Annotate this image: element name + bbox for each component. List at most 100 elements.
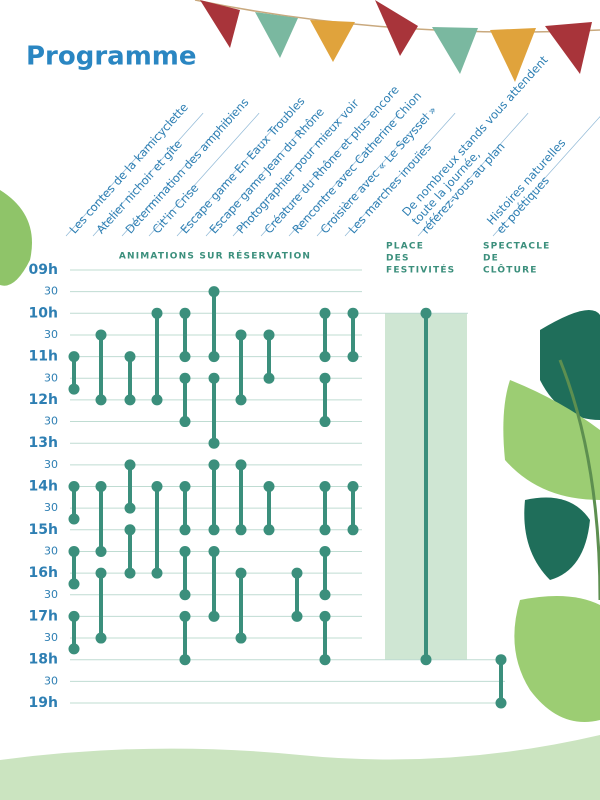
- session-end: [319, 351, 331, 363]
- session-start: [319, 307, 331, 319]
- y-tick-label: 09h: [29, 262, 58, 278]
- session-end: [124, 502, 136, 514]
- label-rule: [121, 112, 233, 237]
- session-end: [208, 524, 220, 536]
- session-start: [68, 481, 80, 492]
- label-rule: [492, 116, 600, 237]
- session-start: [319, 610, 331, 622]
- session-start: [208, 545, 220, 557]
- label-rule: [288, 112, 400, 237]
- label-rule: [176, 112, 288, 237]
- session-start: [179, 545, 191, 557]
- session-end: [179, 654, 191, 666]
- session-end: [151, 394, 163, 406]
- session-start: [347, 307, 359, 319]
- y-tick-label: 30: [44, 415, 58, 428]
- session-end: [263, 372, 275, 384]
- session-end: [68, 643, 80, 655]
- y-tick-label: 30: [44, 544, 58, 557]
- bunting: [194, 0, 600, 82]
- ground: [0, 735, 600, 800]
- session-start: [208, 459, 220, 471]
- session-start: [208, 286, 220, 298]
- session-start: [151, 481, 163, 492]
- session-start: [95, 481, 107, 492]
- session-start: [179, 481, 191, 492]
- session-end: [179, 589, 191, 601]
- session-start: [68, 351, 80, 363]
- label-rule: [65, 112, 177, 237]
- label-rule: [344, 112, 456, 237]
- session-end: [420, 654, 432, 666]
- label-rule: [148, 112, 260, 237]
- session-start: [179, 307, 191, 319]
- label-rule: [316, 112, 428, 237]
- group-header: SPECTACLE: [483, 242, 551, 252]
- session-end: [319, 524, 331, 536]
- session-start: [179, 372, 191, 384]
- y-tick-label: 30: [44, 588, 58, 601]
- y-tick-label: 10h: [29, 305, 58, 321]
- session-end: [319, 589, 331, 601]
- session-end: [347, 524, 359, 536]
- session-start: [208, 372, 220, 384]
- session-end: [95, 545, 107, 557]
- y-tick-label: 13h: [29, 435, 58, 451]
- session-start: [95, 329, 107, 341]
- y-tick-label: 30: [44, 674, 58, 687]
- session-start: [263, 481, 275, 492]
- group-header: DES: [386, 254, 410, 264]
- session-end: [208, 610, 220, 622]
- session-start: [95, 567, 107, 579]
- y-tick-label: 30: [44, 501, 58, 514]
- title: Programme: [26, 42, 197, 72]
- y-tick-label: 11h: [29, 349, 58, 365]
- session-end: [151, 567, 163, 579]
- label-rule: [205, 112, 317, 237]
- session-start: [235, 329, 247, 341]
- session-end: [179, 416, 191, 428]
- session-end: [235, 524, 247, 536]
- session-end: [68, 513, 80, 525]
- session-end: [179, 351, 191, 363]
- session-end: [235, 632, 247, 644]
- session-start: [68, 545, 80, 557]
- session-end: [319, 416, 331, 428]
- label-rule: [232, 112, 344, 237]
- session-end: [124, 567, 136, 579]
- session-start: [263, 329, 275, 341]
- session-end: [291, 610, 303, 622]
- group-header: PLACE: [386, 242, 424, 252]
- session-start: [68, 610, 80, 622]
- session-end: [319, 654, 331, 666]
- y-tick-label: 16h: [29, 565, 58, 581]
- y-tick-label: 15h: [29, 522, 58, 538]
- session-end: [235, 394, 247, 406]
- session-end: [263, 524, 275, 536]
- y-tick-label: 17h: [29, 608, 58, 624]
- session-end: [95, 394, 107, 406]
- session-start: [495, 654, 507, 666]
- session-start: [319, 372, 331, 384]
- session-start: [124, 459, 136, 471]
- y-tick-label: 30: [44, 631, 58, 644]
- y-tick-label: 12h: [29, 392, 58, 408]
- session-end: [68, 578, 80, 590]
- session-end: [124, 394, 136, 406]
- label-rule: [92, 112, 204, 237]
- y-tick-label: 18h: [29, 652, 58, 668]
- session-start: [347, 481, 359, 492]
- y-tick-label: 30: [44, 328, 58, 341]
- y-tick-label: 30: [44, 371, 58, 384]
- y-tick-label: 30: [44, 285, 58, 298]
- session-end: [495, 697, 507, 709]
- session-start: [291, 567, 303, 579]
- session-end: [68, 383, 80, 395]
- session-start: [124, 351, 136, 363]
- session-start: [179, 610, 191, 622]
- session-start: [319, 481, 331, 492]
- group-header: FESTIVITÉS: [386, 264, 455, 276]
- session-end: [347, 351, 359, 363]
- group-header: DE: [483, 254, 499, 264]
- session-end: [208, 351, 220, 363]
